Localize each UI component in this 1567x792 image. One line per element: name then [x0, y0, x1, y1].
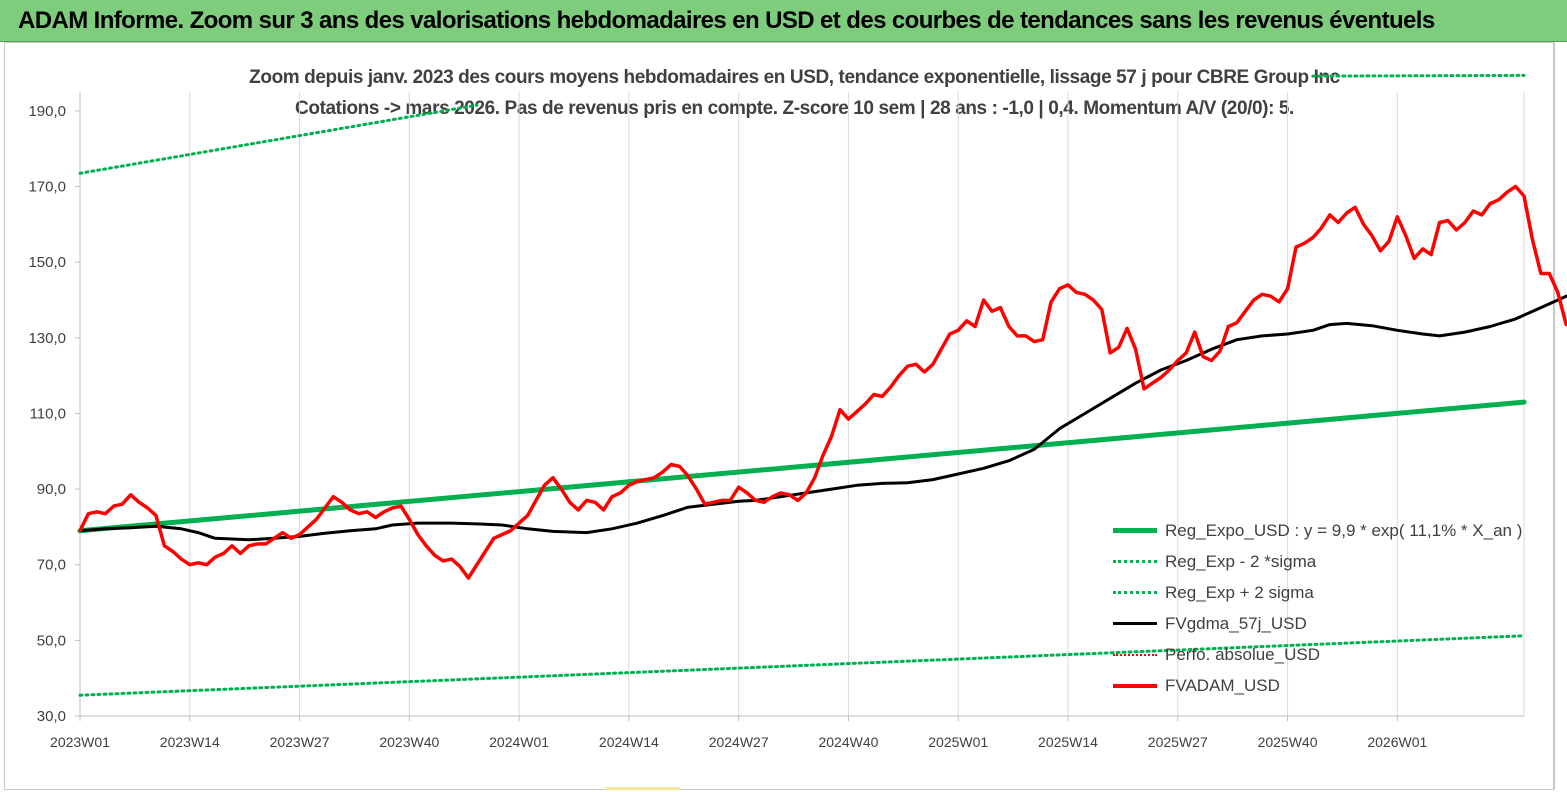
x-tick-label: 2023W14 [160, 734, 220, 750]
legend-swatch [1113, 653, 1157, 656]
scroll-marker [606, 787, 680, 790]
legend-label: Perfo. absolue_USD [1165, 644, 1320, 664]
legend-label: FVADAM_USD [1165, 675, 1280, 695]
chart-frame [4, 42, 1554, 790]
legend-item-reg-exp-minus: Reg_Exp - 2 *sigma [1113, 546, 1522, 577]
legend-item-reg-exp-plus: Reg_Exp + 2 sigma [1113, 577, 1522, 608]
x-tick-label: 2023W27 [270, 734, 330, 750]
series-fvadam [78, 184, 1567, 580]
chart-title-line-1: Zoom depuis janv. 2023 des cours moyens … [249, 67, 1340, 88]
y-tick-label: 190,0 [28, 103, 66, 120]
y-tick-label: 130,0 [28, 330, 66, 347]
legend-swatch [1113, 622, 1157, 625]
x-tick-label: 2024W01 [489, 734, 549, 750]
x-tick-label: 2024W40 [818, 734, 878, 750]
series-reg-expo [77, 399, 1527, 534]
legend-label: Reg_Expo_USD : y = 9,9 * exp( 11,1% * X_… [1165, 520, 1523, 540]
y-tick-label: 50,0 [37, 632, 66, 649]
right-divider [1554, 42, 1565, 790]
y-tick-label: 150,0 [28, 254, 66, 271]
y-tick-label: 70,0 [37, 557, 66, 574]
y-tick-label: 170,0 [28, 179, 66, 196]
series-reg-exp-minus-2sigma [78, 634, 1526, 697]
y-tick-label: 90,0 [37, 481, 66, 498]
series-reg-exp-plus-2sigma-segment [1311, 73, 1526, 78]
x-tick-label: 2024W27 [709, 734, 769, 750]
legend-swatch [1113, 591, 1157, 594]
x-tick-label: 2023W01 [50, 734, 110, 750]
report-banner: ADAM Informe. Zoom sur 3 ans des valoris… [0, 0, 1567, 42]
legend-swatch [1113, 683, 1157, 688]
y-tick-label: 30,0 [37, 708, 66, 725]
x-tick-label: 2026W01 [1367, 734, 1427, 750]
legend-swatch [1113, 528, 1157, 533]
x-tick-label: 2025W40 [1258, 734, 1318, 750]
legend-label: Reg_Exp + 2 sigma [1165, 582, 1314, 602]
chart-legend: Reg_Expo_USD : y = 9,9 * exp( 11,1% * X_… [1113, 515, 1522, 701]
x-tick-label: 2025W01 [928, 734, 988, 750]
legend-item-fvgdma: FVgdma_57j_USD [1113, 608, 1522, 639]
y-tick-label: 110,0 [30, 405, 66, 422]
legend-item-perfo: Perfo. absolue_USD [1113, 639, 1522, 670]
legend-swatch [1113, 560, 1157, 563]
legend-item-reg-expo: Reg_Expo_USD : y = 9,9 * exp( 11,1% * X_… [1113, 515, 1522, 546]
x-tick-label: 2025W14 [1038, 734, 1098, 750]
x-tick-label: 2023W40 [379, 734, 439, 750]
legend-item-fvadam: FVADAM_USD [1113, 670, 1522, 701]
legend-label: FVgdma_57j_USD [1165, 613, 1307, 633]
report-title: ADAM Informe. Zoom sur 3 ans des valoris… [18, 7, 1435, 34]
series-fvgdma-57j [79, 294, 1567, 542]
x-tick-label: 2025W27 [1148, 734, 1208, 750]
chart-title-line-2: Cotations -> mars 2026. Pas de revenus p… [295, 98, 1294, 119]
legend-label: Reg_Exp - 2 *sigma [1165, 551, 1317, 571]
series-reg-exp-plus-2sigma [78, 103, 479, 175]
x-tick-label: 2024W14 [599, 734, 659, 750]
